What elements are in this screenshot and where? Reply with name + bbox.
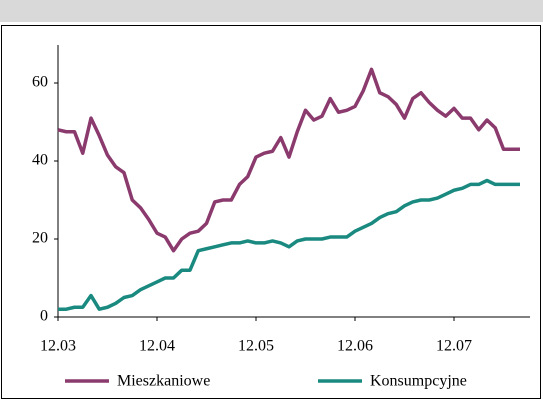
legend-label: Mieszkaniowe <box>117 373 210 390</box>
y-tick-label: 20 <box>32 230 48 247</box>
x-tick-label: 12.06 <box>337 338 373 355</box>
x-tick-label: 12.04 <box>139 338 175 355</box>
y-tick-label: 0 <box>40 308 48 325</box>
chart-frame <box>1 25 541 399</box>
series-line <box>58 178 520 311</box>
series-line <box>57 67 520 253</box>
y-tick-label: 60 <box>32 74 48 91</box>
header-strip <box>0 0 543 22</box>
y-tick-label: 40 <box>32 152 48 169</box>
x-tick-label: 12.05 <box>238 338 274 355</box>
x-tick-label: 12.03 <box>40 338 76 355</box>
legend-label: Konsumpcyjne <box>370 373 467 390</box>
x-tick-label: 12.07 <box>436 338 472 355</box>
